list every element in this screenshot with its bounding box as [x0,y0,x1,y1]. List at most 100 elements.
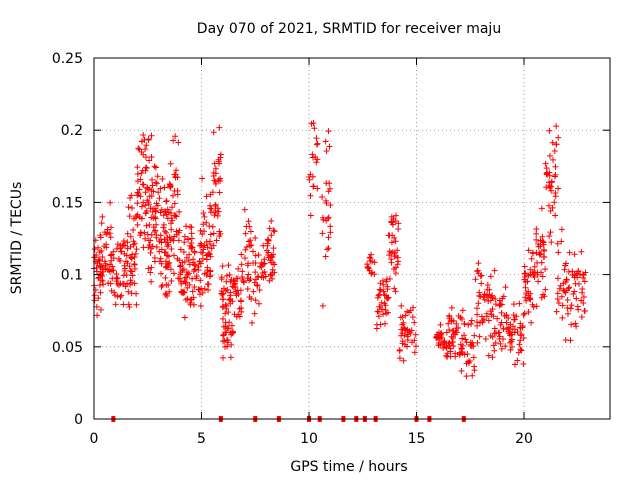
data-point [182,296,189,303]
data-point [322,138,329,145]
data-point [209,189,216,196]
data-point [547,207,554,214]
data-point [516,300,523,307]
data-point [388,249,395,256]
data-point [185,270,192,277]
data-point [203,256,210,263]
data-point [402,341,409,348]
data-point [525,272,532,279]
data-point [157,209,164,216]
data-point [535,243,542,250]
data-point [475,300,482,307]
grid-layer [94,58,610,419]
plot-frame [93,57,611,420]
data-point [201,213,208,220]
data-point [169,204,176,211]
data-point [549,156,556,163]
data-point [307,212,314,219]
data-point [382,306,389,313]
data-point [455,324,462,331]
data-point [384,309,391,316]
data-point [521,310,528,317]
data-point [384,286,391,293]
data-point [146,157,153,164]
data-point [320,216,327,223]
data-point [179,259,186,266]
data-point [375,313,382,320]
data-point [177,262,184,269]
data-point [165,253,172,260]
data-point [554,275,561,282]
y-tick-label: 0 [74,412,83,428]
x-tick-label: 5 [197,431,206,447]
data-point [579,289,586,296]
data-point [148,264,155,271]
data-point [440,338,447,345]
data-point [520,334,527,341]
data-point [261,269,268,276]
data-point [553,308,560,315]
data-point [210,129,217,136]
data-point [325,214,332,221]
data-point [190,268,197,275]
data-point [153,207,160,214]
data-point [268,232,275,239]
data-point [133,246,140,253]
data-point [151,228,158,235]
data-point [378,299,385,306]
data-point [113,245,120,252]
data-point [95,244,102,251]
data-point [325,245,332,252]
data-point [158,236,165,243]
data-point [158,206,165,213]
data-point [467,339,474,346]
data-point [319,193,326,200]
data-point [540,246,547,253]
data-point [478,313,485,320]
data-point [541,253,548,260]
data-point [247,228,254,235]
data-point [176,208,183,215]
data-point [538,259,545,266]
data-point [151,163,158,170]
data-point [116,282,123,289]
data-point [182,279,189,286]
data-point [178,280,185,287]
data-point [546,127,553,134]
data-point [540,241,547,248]
data-point [524,278,531,285]
data-point [110,267,117,274]
data-point [168,245,175,252]
data-point [148,278,155,285]
data-point [190,256,197,263]
data-point [391,234,398,241]
data-point [458,368,465,375]
data-point [528,255,535,262]
data-point [386,275,393,282]
data-point [459,307,466,314]
data-point [449,328,456,335]
data-point [219,263,226,270]
data-point [126,303,133,310]
data-point [152,164,159,171]
data-point [261,260,268,267]
data-point [184,271,191,278]
data-point [544,169,551,176]
data-point [149,176,156,183]
data-point [396,355,403,362]
data-point [224,337,231,344]
data-point [222,288,229,295]
data-point [128,290,135,297]
data-point [489,306,496,313]
data-point [171,200,178,207]
data-point [242,246,249,253]
data-point [227,292,234,299]
data-point [556,285,563,292]
data-point [137,176,144,183]
data-point [233,290,240,297]
data-point [220,323,227,330]
data-point [517,320,524,327]
data-point [107,224,114,231]
data-point [469,372,476,379]
data-point [172,133,179,140]
